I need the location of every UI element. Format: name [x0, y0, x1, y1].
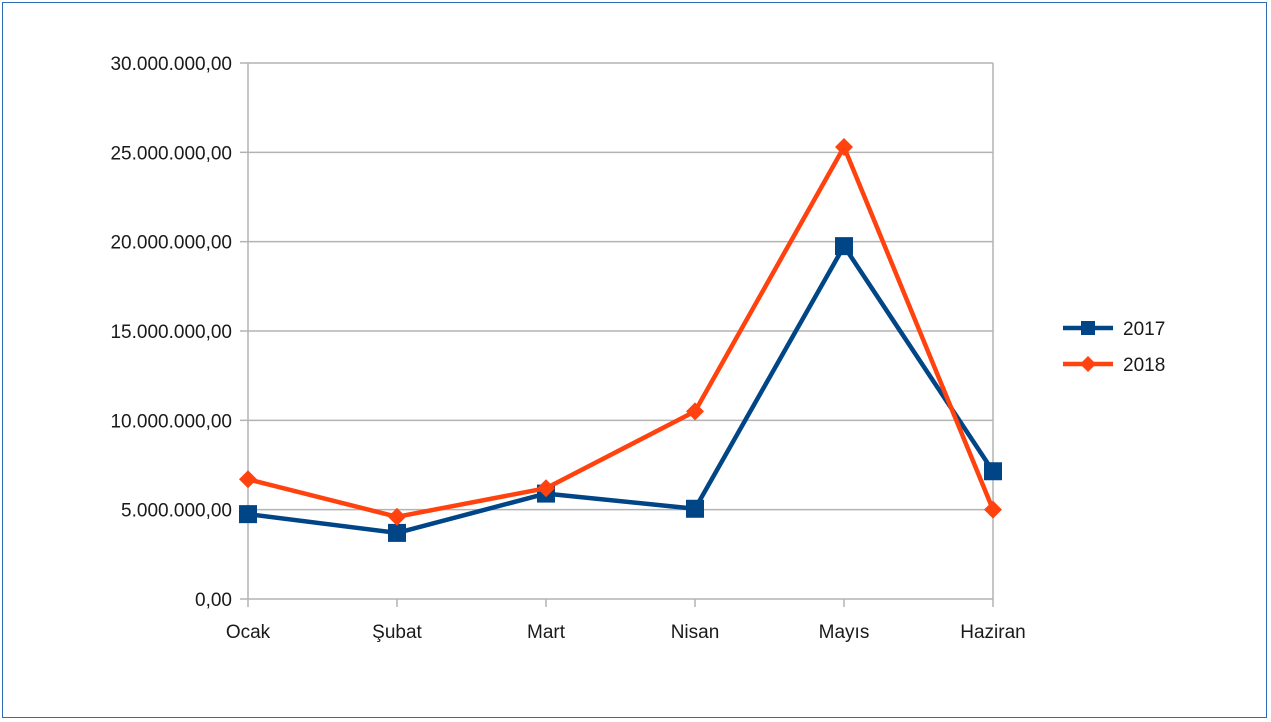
data-point: [388, 523, 406, 542]
gridlines: [248, 62, 993, 600]
series-group: [239, 137, 1002, 542]
data-point: [835, 137, 853, 156]
data-point: [388, 507, 406, 526]
x-tick-label: Mart: [527, 622, 566, 643]
legend: 2017 2018: [1063, 319, 1165, 376]
data-point: [537, 479, 555, 498]
y-tick-label: 30.000.000,00: [110, 54, 232, 75]
legend-swatch-marker: [1080, 356, 1096, 372]
legend-item-2017: 2017: [1063, 319, 1165, 340]
series-2017: [239, 237, 1002, 542]
y-axis-ticks: 0,00 5.000.000,00 10.000.000,00 15.000.000,…: [110, 54, 248, 611]
axes: [247, 63, 994, 607]
x-axis-ticks: Ocak Şubat Mart Nisan Mayıs Haziran: [226, 599, 1026, 643]
y-tick-label: 10.000.000,00: [110, 411, 232, 432]
legend-label: 2017: [1123, 319, 1165, 340]
x-tick-label: Ocak: [226, 622, 271, 643]
x-tick-label: Haziran: [960, 622, 1025, 643]
data-point: [984, 462, 1002, 481]
data-point: [239, 470, 257, 489]
y-tick-label: 0,00: [195, 590, 232, 611]
y-tick-label: 20.000.000,00: [110, 233, 232, 254]
series-line: [247, 144, 996, 520]
x-tick-label: Nisan: [671, 622, 720, 643]
x-tick-label: Şubat: [372, 622, 422, 643]
series-line: [247, 243, 995, 536]
data-point: [686, 499, 704, 518]
y-tick-label: 5.000.000,00: [121, 501, 232, 522]
data-point: [239, 505, 257, 524]
data-point: [686, 402, 704, 421]
y-tick-label: 15.000.000,00: [110, 322, 232, 343]
y-tick-label: 25.000.000,00: [110, 143, 232, 164]
legend-item-2018: 2018: [1063, 355, 1165, 376]
data-point: [835, 237, 853, 256]
legend-swatch-marker: [1081, 321, 1095, 335]
data-point: [984, 500, 1002, 519]
series-2018: [239, 137, 1002, 526]
legend-label: 2018: [1123, 355, 1165, 376]
x-tick-label: Mayıs: [819, 622, 870, 643]
